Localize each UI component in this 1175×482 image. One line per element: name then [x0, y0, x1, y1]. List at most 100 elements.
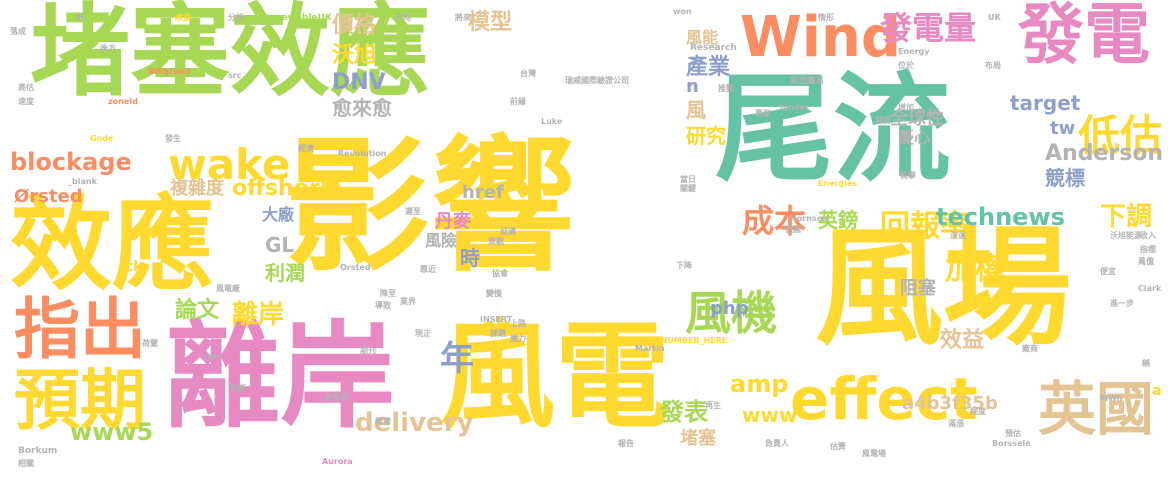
- word: 魔力: [510, 334, 526, 343]
- word: 靠近: [420, 265, 436, 274]
- word: INSERT: [480, 315, 513, 324]
- word: 競標: [1045, 166, 1085, 190]
- word: 經濟: [298, 144, 314, 153]
- word: 新: [76, 13, 84, 22]
- word: 風電: [440, 310, 671, 444]
- word: a: [1152, 383, 1162, 399]
- word: 位於: [898, 61, 914, 70]
- word: 發表: [660, 398, 708, 426]
- word: 研究: [686, 124, 726, 148]
- word: technews: [936, 203, 1065, 231]
- word: Energy: [898, 47, 930, 56]
- word: 再生: [705, 401, 721, 410]
- word: 估算: [830, 442, 846, 451]
- word: 分析: [228, 13, 244, 22]
- word: 當日: [680, 175, 696, 184]
- word: 前緣: [510, 97, 526, 106]
- word: 課題: [490, 329, 506, 338]
- word: 發電量: [880, 9, 977, 47]
- word: 德國: [785, 225, 801, 234]
- word: www: [742, 403, 798, 427]
- word: 發生: [165, 134, 181, 143]
- word: 廠商: [1022, 344, 1038, 353]
- word: 風機: [685, 286, 777, 340]
- word: 便宜: [1100, 267, 1116, 276]
- word: amp: [730, 370, 789, 398]
- word: 價格: [332, 13, 377, 38]
- word: 效應: [10, 186, 214, 305]
- word: 時: [460, 246, 480, 270]
- word: 障至: [380, 289, 396, 298]
- word: INSERT_RANDOM_NUMBER_HERE: [580, 336, 728, 345]
- word: 產業: [686, 55, 731, 80]
- word: href: [462, 182, 504, 203]
- word: 回報率: [880, 209, 970, 244]
- word: 尾流處: [790, 76, 814, 85]
- word: 導致: [375, 301, 391, 310]
- word: 深遠: [950, 231, 966, 240]
- word: src: [228, 71, 242, 80]
- word: 高估: [18, 83, 34, 92]
- word: 滿漲: [948, 419, 964, 428]
- word: 關鍵: [680, 184, 696, 193]
- word: 收入: [1140, 231, 1156, 240]
- word: target: [1010, 91, 1081, 115]
- word: 情形: [818, 13, 834, 22]
- word: 速度: [18, 97, 34, 106]
- word: 落成: [10, 27, 26, 36]
- word: Borssele: [992, 439, 1031, 448]
- word: 將來: [455, 13, 471, 22]
- word: 風電廠: [216, 284, 240, 293]
- word: 年: [440, 339, 474, 379]
- word: 阻塞: [900, 278, 936, 299]
- word: Borkum: [18, 446, 58, 456]
- word: Hornsea: [790, 214, 828, 223]
- word: 衝擊: [900, 171, 916, 180]
- word: Revolution: [338, 149, 387, 158]
- word: Anderson: [1045, 141, 1164, 166]
- word: 指出: [14, 291, 146, 368]
- word: 英鎊: [818, 208, 858, 232]
- word: 低估: [1078, 111, 1163, 160]
- word: effect: [790, 365, 978, 433]
- word: 推動: [718, 84, 734, 93]
- word: Clark: [1138, 284, 1162, 293]
- word: www5: [70, 418, 154, 446]
- word: 愈來愈: [332, 96, 392, 120]
- word: 增加: [898, 103, 914, 112]
- word: 萬億: [1138, 257, 1154, 266]
- word: 收益: [175, 13, 191, 22]
- word: 風險: [425, 231, 458, 250]
- word: ck: [125, 259, 143, 275]
- word: 荷蘭: [142, 339, 158, 348]
- word: 布局: [985, 61, 1001, 70]
- word: 離岸: [165, 310, 396, 444]
- word: 負責人: [765, 439, 789, 448]
- word: 現正: [415, 329, 431, 338]
- word: 貿易: [808, 76, 824, 85]
- word: Research: [690, 43, 737, 53]
- word: 業界: [400, 297, 416, 306]
- word: 悲觀: [488, 237, 504, 246]
- word: 丹麥: [435, 211, 471, 232]
- word: 風能: [686, 28, 719, 47]
- word: 台灣: [520, 69, 536, 78]
- word: 風: [686, 98, 706, 122]
- word: 風電場: [862, 449, 886, 458]
- word: zoneId: [108, 97, 138, 106]
- word: 加權: [945, 252, 1005, 287]
- word: cb: [480, 313, 515, 343]
- word: 指標: [1140, 245, 1156, 254]
- word: Riffgrund: [148, 67, 191, 76]
- word: 預期: [14, 362, 146, 439]
- word: 成本: [742, 202, 807, 240]
- word: 堵塞: [680, 428, 716, 449]
- word: 堵塞效應: [30, 0, 430, 110]
- word: Luke: [541, 117, 563, 126]
- word: delivery: [355, 408, 474, 438]
- word: 專家: [755, 109, 771, 118]
- word: blockage: [10, 148, 132, 176]
- word: Energies: [818, 179, 858, 188]
- word: wake: [168, 140, 291, 189]
